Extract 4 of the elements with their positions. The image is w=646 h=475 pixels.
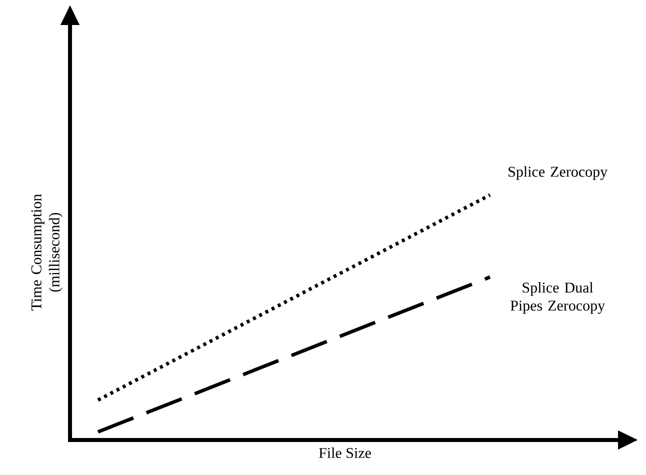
series-label: Splice Zerocopy (508, 166, 608, 180)
series-label: Splice Dual Pipes Zerocopy (510, 282, 606, 314)
y-axis-title: Time Consumption (millisecond) (31, 194, 62, 311)
x-axis-title: File Size (318, 448, 371, 458)
